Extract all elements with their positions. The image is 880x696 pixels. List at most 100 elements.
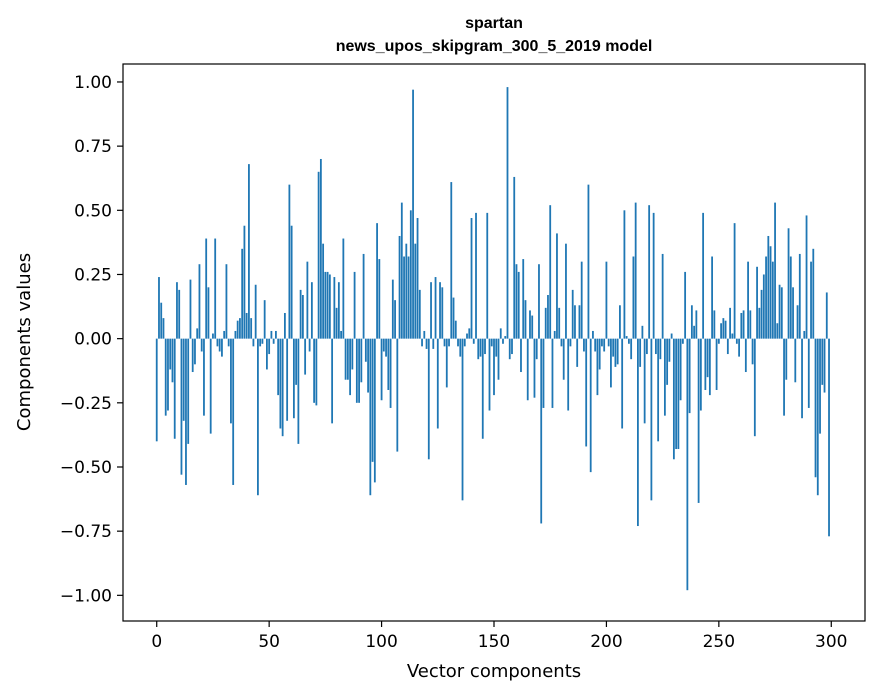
bar (317, 171, 320, 339)
bar (616, 338, 619, 365)
bar (218, 338, 221, 352)
bar (513, 176, 516, 339)
bar (209, 338, 212, 434)
bar (427, 338, 430, 460)
y-axis-label: Components values (14, 253, 35, 431)
bar (814, 338, 817, 478)
bar (288, 184, 291, 339)
bar (257, 338, 259, 496)
x-tick-label: 100 (365, 632, 397, 652)
bar (650, 338, 653, 501)
bar (394, 300, 396, 339)
bar (216, 338, 219, 347)
bar (654, 338, 657, 355)
bar (268, 338, 271, 355)
bar (544, 307, 547, 339)
bar (443, 338, 446, 347)
bar (439, 282, 441, 339)
bar (180, 338, 183, 475)
bar (457, 338, 459, 347)
bar (364, 338, 367, 362)
bar (198, 264, 201, 339)
bar (342, 238, 345, 339)
bar (807, 338, 810, 408)
x-tick-label: 250 (703, 632, 735, 652)
bar (753, 338, 756, 437)
bar (684, 271, 687, 339)
bar (304, 338, 307, 375)
bar (275, 330, 277, 339)
bar (499, 328, 502, 339)
bar (695, 310, 698, 339)
bar (688, 338, 691, 414)
bar (299, 289, 302, 339)
bar (333, 277, 336, 339)
bar (538, 264, 540, 339)
bar (504, 336, 507, 339)
bar (535, 338, 538, 360)
bar (450, 182, 453, 339)
bar (506, 87, 509, 339)
bar (270, 330, 273, 339)
bar (744, 338, 747, 373)
bar (266, 338, 268, 370)
bar (679, 338, 682, 401)
bar (729, 307, 731, 339)
bar (598, 338, 601, 370)
bar (637, 338, 639, 527)
bar (315, 338, 318, 406)
bar (583, 338, 585, 352)
bar (263, 300, 266, 339)
bar (173, 338, 176, 439)
bar (430, 282, 432, 339)
bar (592, 330, 594, 339)
bar (295, 338, 298, 385)
bar (470, 218, 473, 339)
bar (337, 282, 340, 339)
x-axis-ticks: 0 50 100 150 200 250 300 (151, 621, 847, 652)
bar (241, 248, 244, 339)
bar (805, 215, 808, 339)
bar (776, 323, 779, 339)
y-tick-label: −1.00 (60, 586, 112, 606)
bar (816, 338, 819, 496)
bar (495, 338, 498, 357)
bar (400, 202, 403, 339)
bar (760, 289, 763, 339)
bar (560, 338, 563, 347)
bar (726, 338, 729, 355)
bar (369, 338, 372, 496)
bar (735, 338, 738, 344)
x-tick-label: 300 (815, 632, 847, 652)
bar (567, 338, 570, 411)
bar (301, 295, 304, 339)
bar (353, 271, 356, 339)
bar (702, 212, 705, 339)
bar (346, 338, 349, 380)
bar (551, 338, 554, 408)
bar (403, 256, 405, 339)
bar (603, 338, 606, 352)
bar (783, 338, 785, 416)
bar (796, 305, 799, 339)
bar (803, 330, 806, 339)
bar (594, 338, 597, 352)
bar (412, 89, 414, 339)
chart-title: spartan (465, 15, 523, 32)
bar (292, 338, 295, 419)
bar (378, 259, 381, 339)
bar (628, 338, 630, 344)
bar (562, 338, 565, 380)
bar (407, 256, 410, 339)
bar (322, 243, 325, 339)
bar (517, 271, 520, 339)
bar (434, 277, 437, 339)
x-tick-label: 200 (590, 632, 622, 652)
bar (194, 338, 196, 365)
bar (742, 310, 745, 339)
bar (409, 210, 412, 339)
bar (652, 212, 655, 339)
bar (769, 246, 772, 339)
bar (484, 338, 486, 355)
